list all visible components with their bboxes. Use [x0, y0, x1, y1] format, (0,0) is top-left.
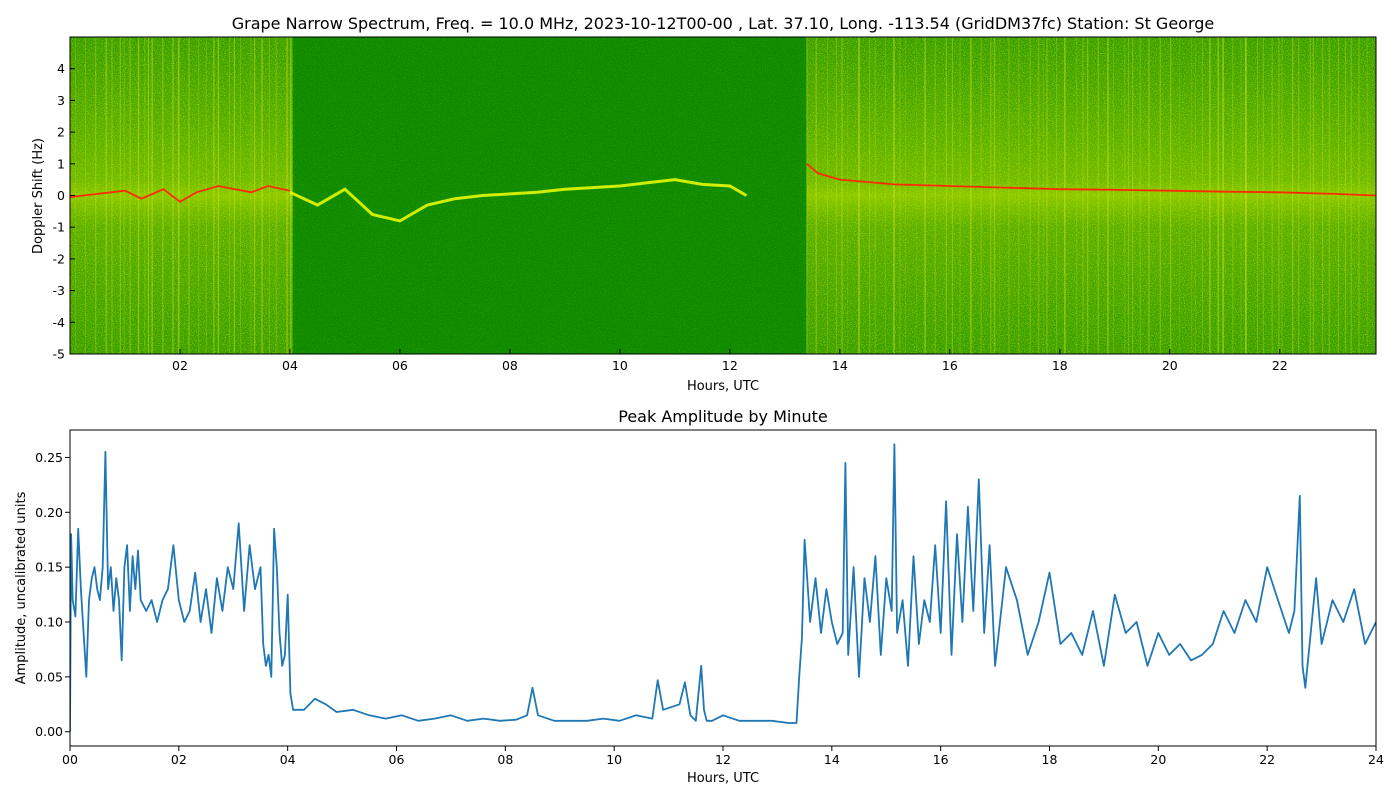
amplitude-series-line [70, 443, 1376, 732]
amplitude-x-ticks: 00 02 04 06 08 10 12 14 16 18 20 22 24 [62, 746, 1384, 767]
spectrogram-x-tick-label: 18 [1052, 358, 1068, 373]
amplitude-y-tick-label: 0.05 [35, 669, 63, 684]
amplitude-x-tick-label: 24 [1368, 752, 1384, 767]
spectrogram-x-tick-label: 14 [832, 358, 848, 373]
spectrogram-x-tick-label: 16 [942, 358, 958, 373]
spectrogram-y-tick-label: 2 [57, 125, 65, 140]
spectrogram-y-tick-label: -2 [53, 251, 65, 266]
doppler-signal-trace [289, 178, 748, 223]
amplitude-y-tick-label: 0.15 [35, 560, 63, 575]
spectrogram-x-tick-label: 10 [612, 358, 628, 373]
amplitude-x-tick-label: 12 [715, 752, 731, 767]
spectrogram-x-tick-label: 04 [282, 358, 298, 373]
amplitude-plot-area [70, 430, 1376, 746]
amplitude-x-tick-label: 02 [171, 752, 187, 767]
spectrogram-y-tick-label: 4 [57, 61, 65, 76]
spectrogram-y-label: Doppler Shift (Hz) [31, 138, 46, 254]
spectrogram-y-tick-label: -3 [53, 283, 65, 298]
spectrogram-x-tick-label: 12 [722, 358, 738, 373]
spectrogram-title: Grape Narrow Spectrum, Freq. = 10.0 MHz,… [232, 14, 1215, 33]
doppler-peak-trace [70, 163, 1376, 203]
spectrogram-y-tick-label: -4 [53, 315, 66, 330]
spectrogram-y-ticks: -5 -4 -3 -2 -1 0 1 2 3 4 [53, 61, 75, 362]
spectrogram-x-tick-label: 08 [502, 358, 518, 373]
amplitude-x-tick-label: 22 [1259, 752, 1275, 767]
amplitude-x-label: Hours, UTC [687, 771, 759, 786]
spectrogram-speckle [70, 37, 1376, 354]
amplitude-x-tick-label: 08 [497, 752, 513, 767]
amplitude-y-tick-label: 0.20 [35, 505, 63, 520]
spectrogram-x-tick-label: 02 [172, 358, 188, 373]
amplitude-x-tick-label: 20 [1150, 752, 1166, 767]
amplitude-y-tick-label: 0.25 [35, 450, 63, 465]
amplitude-title: Peak Amplitude by Minute [618, 407, 828, 426]
amplitude-x-tick-label: 04 [280, 752, 296, 767]
spectrogram-x-label: Hours, UTC [687, 379, 759, 394]
amplitude-x-tick-label: 10 [606, 752, 622, 767]
spectrogram-x-tick-label: 22 [1272, 358, 1288, 373]
amplitude-x-tick-label: 18 [1042, 752, 1058, 767]
spectrogram-y-tick-label: -5 [53, 347, 65, 362]
spectrogram-panel: Grape Narrow Spectrum, Freq. = 10.0 MHz,… [31, 14, 1377, 394]
amplitude-y-tick-label: 0.00 [35, 724, 63, 739]
amplitude-panel: Peak Amplitude by Minute 00 02 04 06 08 10 12 1… [14, 407, 1384, 786]
amplitude-x-tick-label: 16 [933, 752, 949, 767]
amplitude-y-ticks: 0.00 0.05 0.10 0.15 0.20 0.25 [35, 450, 70, 739]
spectrogram-y-tick-label: 3 [57, 93, 65, 108]
spectrogram-y-tick-label: 0 [57, 188, 65, 203]
amplitude-y-label: Amplitude, uncalibrated units [14, 491, 29, 684]
spectrogram-x-tick-label: 06 [392, 358, 408, 373]
amplitude-x-tick-label: 06 [389, 752, 405, 767]
amplitude-x-tick-label: 14 [824, 752, 840, 767]
amplitude-x-tick-label: 00 [62, 752, 78, 767]
amplitude-y-tick-label: 0.10 [35, 615, 63, 630]
spectrogram-x-ticks: 02 04 06 08 10 12 14 16 18 20 22 [172, 349, 1288, 373]
spectrogram-x-tick-label: 20 [1162, 358, 1178, 373]
spectrogram-y-tick-label: 1 [57, 156, 65, 171]
spectrogram-y-tick-label: -1 [53, 220, 65, 235]
